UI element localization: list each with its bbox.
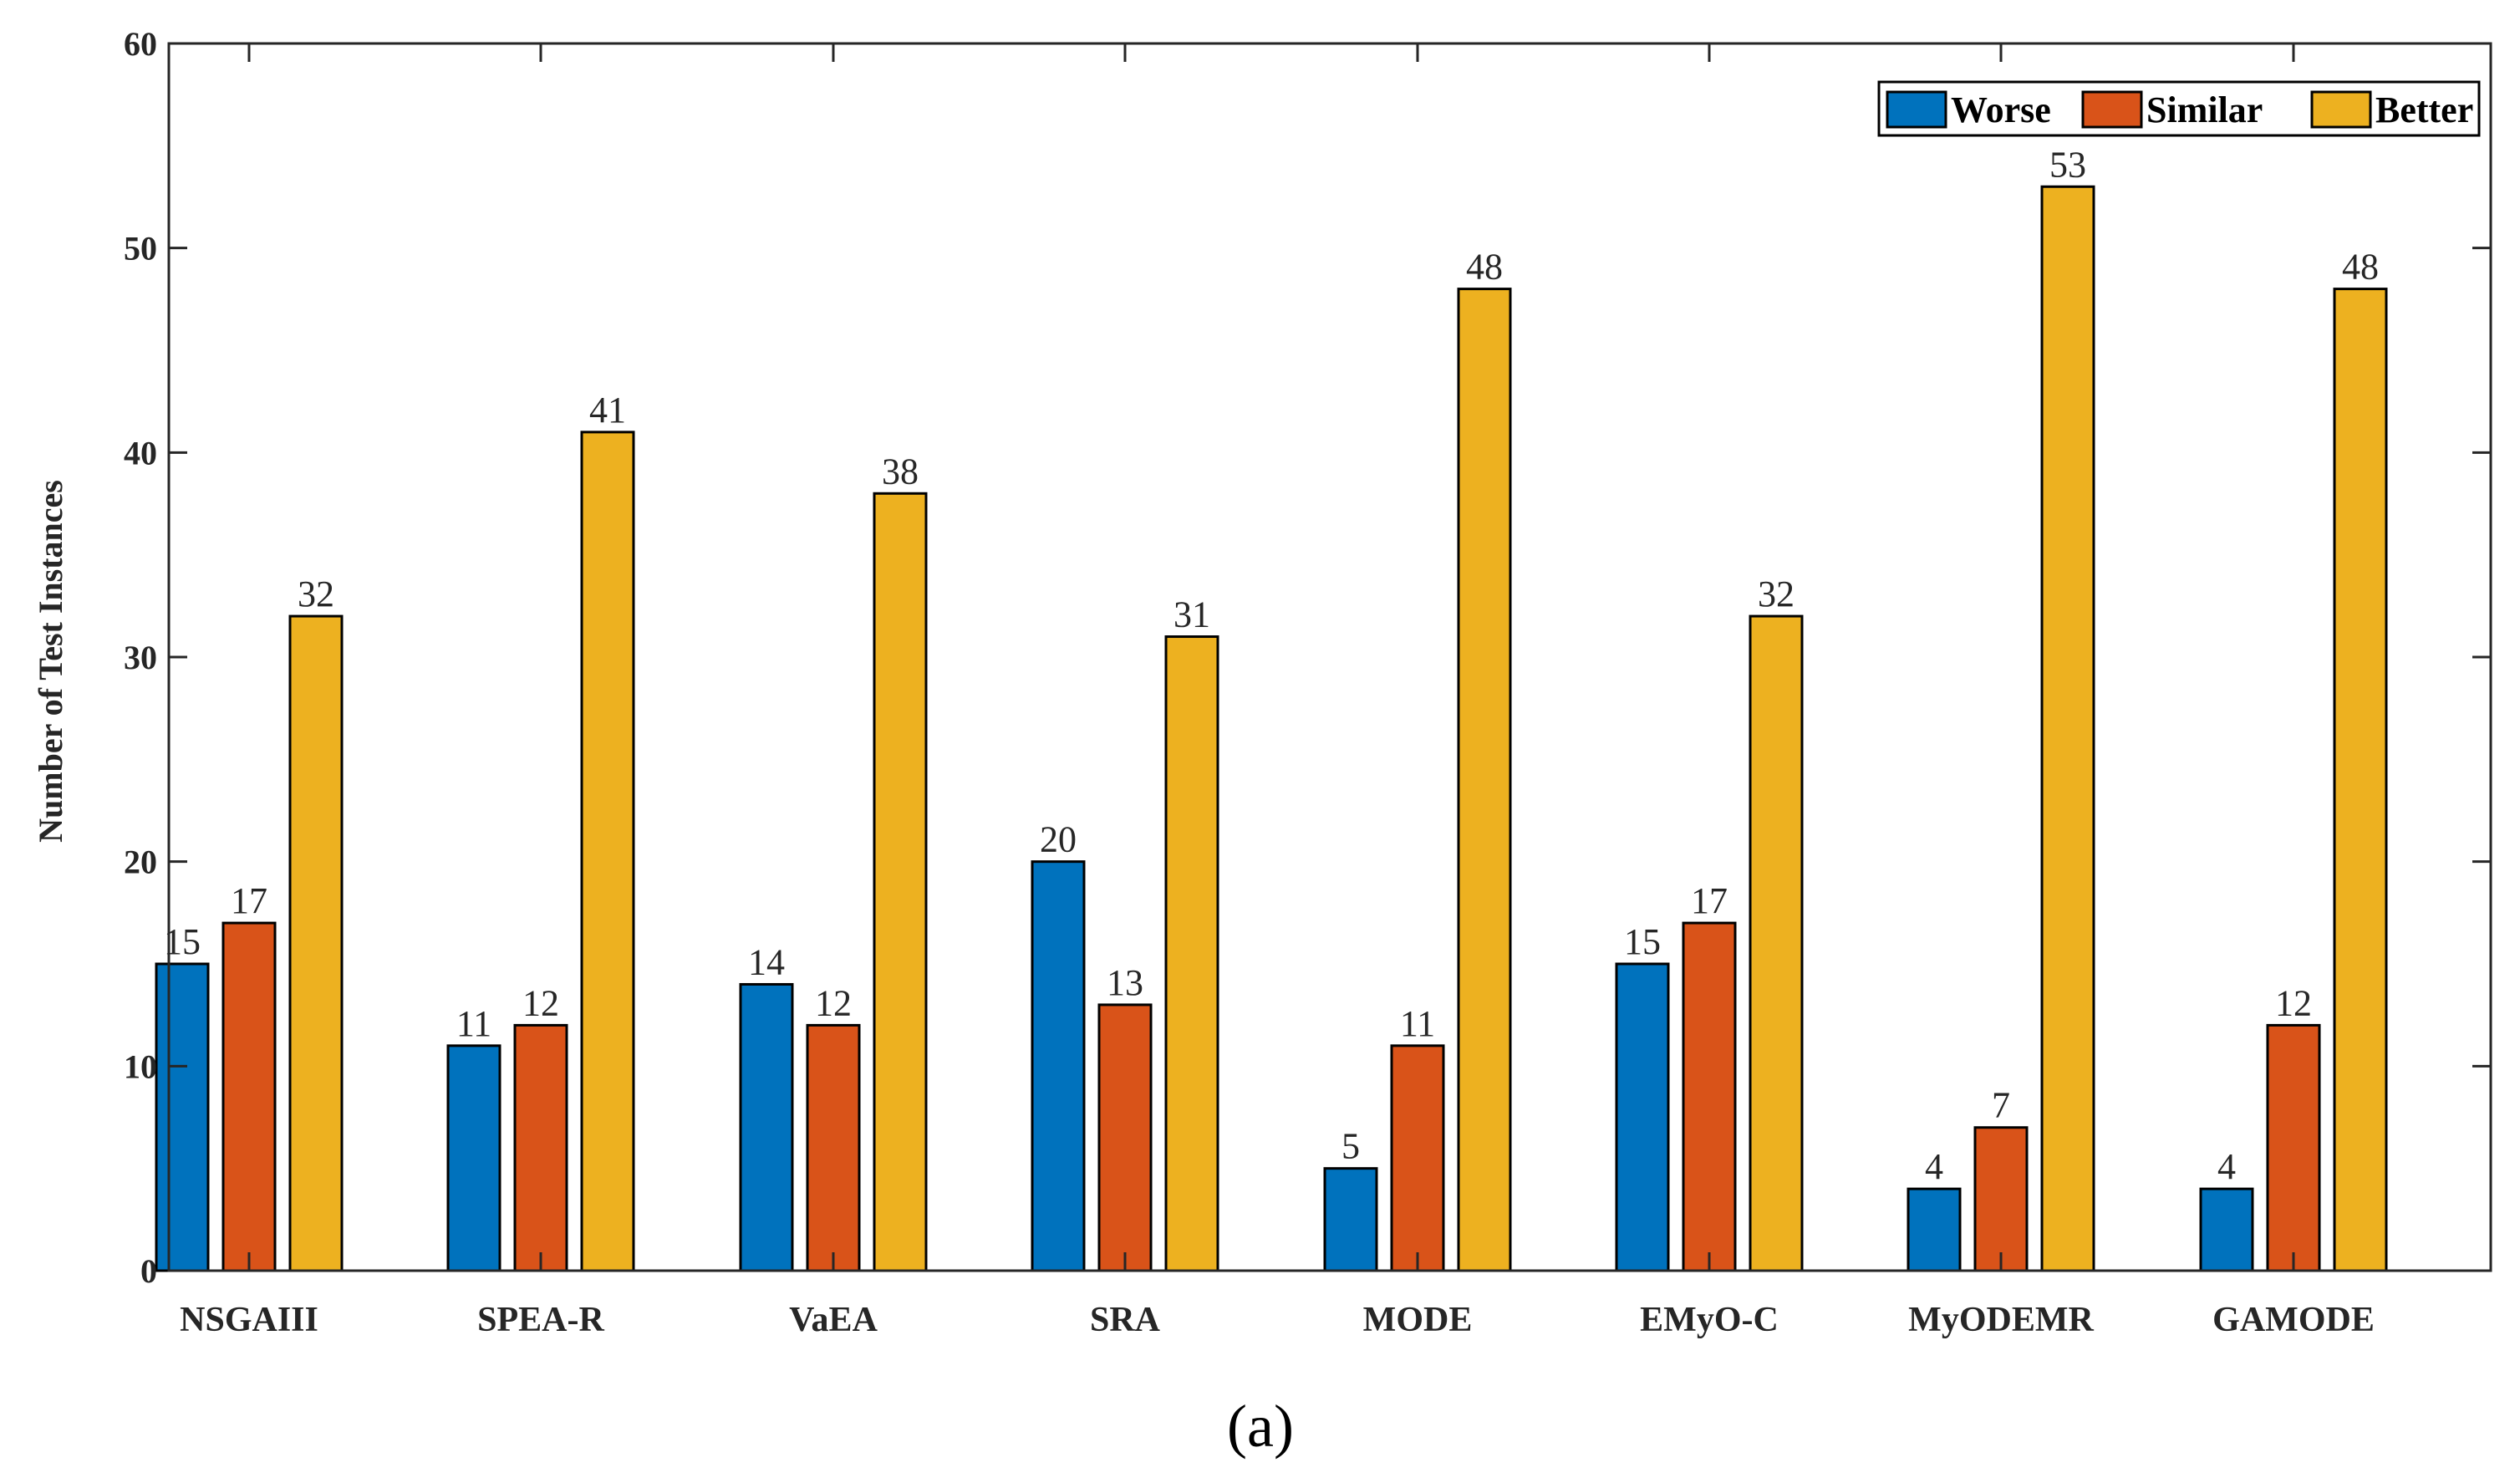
legend-swatch-similar	[2081, 90, 2143, 129]
data-label-similar-gamode: 12	[2275, 982, 2312, 1023]
data-label-better-spea-r: 41	[589, 390, 626, 431]
data-label-worse-spea-r: 11	[456, 1003, 491, 1044]
bar-better-emyo-c	[1749, 614, 1804, 1272]
x-tick-label-vaea: VaEA	[789, 1301, 878, 1339]
axes-layer: 0 10 20 30 40 50 60 NSGAIII SPEA-R VaEA SRA MODE EMy…	[124, 25, 2492, 1339]
bar-worse-sra	[1031, 860, 1086, 1272]
data-label-worse-mode: 5	[1341, 1126, 1360, 1167]
y-tick-label: 40	[124, 434, 157, 471]
bar-worse-emyo-c	[1615, 962, 1670, 1272]
bar-similar-emyo-c	[1682, 921, 1737, 1272]
data-label-similar-vaea: 12	[815, 982, 852, 1023]
bar-similar-vaea	[806, 1023, 861, 1272]
data-label-better-nsgaiii: 32	[298, 573, 334, 614]
legend-label-worse: Worse	[1951, 89, 2051, 130]
data-label-better-myodemr: 53	[2049, 144, 2086, 185]
data-label-better-gamode: 48	[2342, 247, 2379, 288]
bar-similar-spea-r	[513, 1023, 568, 1272]
bars-layer	[155, 185, 2388, 1272]
bar-better-sra	[1164, 635, 1219, 1272]
legend-swatch-better	[2310, 90, 2372, 129]
bar-better-nsgaiii	[288, 614, 344, 1272]
x-tick-label-nsgaiii: NSGAIII	[180, 1301, 318, 1339]
data-label-similar-sra: 13	[1107, 962, 1143, 1003]
bar-better-gamode	[2333, 288, 2388, 1272]
bar-better-spea-r	[580, 431, 635, 1272]
data-label-better-mode: 48	[1466, 247, 1503, 288]
y-tick-label: 10	[124, 1047, 157, 1085]
bar-worse-mode	[1323, 1167, 1378, 1272]
x-tick-label-gamode: GAMODE	[2212, 1301, 2375, 1339]
bar-similar-mode	[1390, 1044, 1445, 1272]
y-axis-label: Number of Test Instances	[32, 480, 69, 843]
bar-worse-nsgaiii	[155, 962, 210, 1272]
x-tick-label-emyo-c: EMyO-C	[1640, 1301, 1779, 1339]
data-label-similar-emyo-c: 17	[1691, 880, 1728, 921]
bar-similar-nsgaiii	[221, 921, 277, 1272]
data-label-similar-mode: 11	[1400, 1003, 1435, 1044]
bar-worse-gamode	[2199, 1187, 2254, 1272]
bar-worse-spea-r	[446, 1044, 501, 1272]
data-label-similar-spea-r: 12	[522, 982, 559, 1023]
bar-worse-vaea	[739, 982, 794, 1272]
data-label-better-sra: 31	[1173, 594, 1210, 635]
bar-similar-gamode	[2266, 1023, 2321, 1272]
bar-similar-sra	[1097, 1003, 1153, 1272]
data-label-worse-myodemr: 4	[1925, 1146, 1943, 1187]
data-label-worse-vaea: 14	[748, 941, 785, 982]
bar-better-mode	[1457, 288, 1512, 1272]
x-tick-label-mode: MODE	[1363, 1301, 1473, 1339]
legend-label-better: Better	[2375, 89, 2473, 130]
y-tick-label: 20	[124, 843, 157, 881]
x-tick-label-sra: SRA	[1090, 1301, 1161, 1339]
data-label-similar-myodemr: 7	[1992, 1085, 2010, 1126]
legend-swatch-worse	[1886, 90, 1947, 129]
bar-better-myodemr	[2040, 185, 2095, 1272]
x-tick-label-myodemr: MyODEMR	[1908, 1301, 2094, 1339]
legend: Worse Similar Better	[1877, 80, 2481, 137]
legend-label-similar: Similar	[2146, 89, 2263, 130]
legend-box	[1877, 80, 2481, 137]
data-label-better-vaea: 38	[882, 451, 919, 492]
y-tick-label: 0	[140, 1252, 157, 1290]
data-label-similar-nsgaiii: 17	[231, 880, 267, 921]
y-tick-label: 30	[124, 639, 157, 676]
data-label-better-emyo-c: 32	[1758, 573, 1795, 614]
figure-caption: (a)	[1227, 1393, 1294, 1460]
y-tick-label: 60	[124, 25, 157, 63]
data-label-worse-sra: 20	[1040, 819, 1077, 860]
bar-better-vaea	[873, 492, 928, 1272]
x-tick-label-spea-r: SPEA-R	[477, 1301, 604, 1339]
bar-similar-myodemr	[1973, 1126, 2029, 1272]
y-tick-label: 50	[124, 230, 157, 268]
bar-worse-myodemr	[1907, 1187, 1962, 1272]
data-label-worse-gamode: 4	[2217, 1146, 2236, 1187]
data-label-worse-emyo-c: 15	[1624, 921, 1661, 962]
